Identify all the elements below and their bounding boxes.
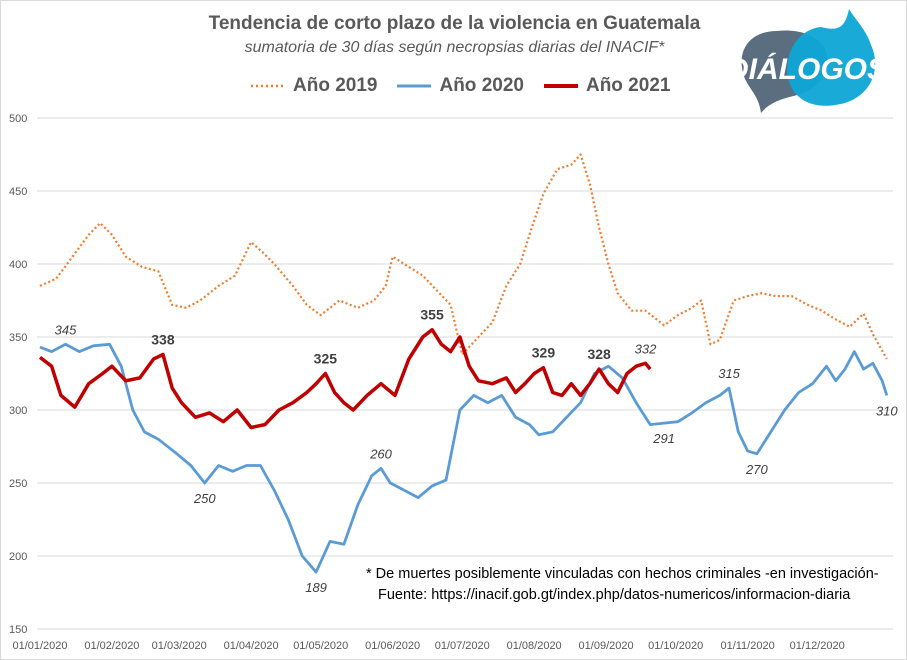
legend-swatch-2020 bbox=[397, 84, 432, 88]
legend-item-2020: Año 2020 bbox=[397, 75, 524, 97]
series-lines bbox=[38, 153, 889, 574]
legend-label: Año 2019 bbox=[293, 75, 378, 96]
data-labels: 345 338 250 325 189 260 355 329 328 332 291 315 270 3… bbox=[55, 307, 899, 595]
footnote: * De muertes posiblemente vinculadas con… bbox=[366, 564, 879, 606]
x-tick-label: 01/07/2020 bbox=[435, 640, 490, 652]
x-tick-label: 01/01/2020 bbox=[12, 640, 67, 652]
data-label: 328 bbox=[587, 346, 611, 362]
source-text: Fuente: https://inacif.gob.gt/index.php/… bbox=[378, 587, 851, 603]
x-tick-label: 01/03/2020 bbox=[152, 640, 207, 652]
data-label: 310 bbox=[876, 403, 898, 418]
y-tick-label: 500 bbox=[9, 113, 27, 125]
series-line-año-2021 bbox=[38, 327, 652, 430]
svg-text:DIÁLOGOS: DIÁLOGOS bbox=[727, 52, 887, 86]
data-label: 270 bbox=[745, 462, 768, 477]
footnote-text: * De muertes posiblemente vinculadas con… bbox=[366, 566, 879, 582]
y-tick-label: 200 bbox=[9, 551, 27, 563]
legend-label: Año 2020 bbox=[439, 75, 524, 96]
dialogos-logo: DIÁLOGOS bbox=[727, 9, 887, 113]
y-tick-label: 400 bbox=[9, 259, 27, 271]
x-tick-label: 01/08/2020 bbox=[507, 640, 562, 652]
series-line-año-2020 bbox=[39, 342, 889, 574]
data-label: 338 bbox=[151, 332, 175, 348]
legend-label: Año 2021 bbox=[585, 75, 671, 96]
data-label: 329 bbox=[532, 345, 556, 361]
y-tick-label: 150 bbox=[9, 624, 27, 636]
data-label: 260 bbox=[369, 446, 392, 461]
x-tick-label: 01/12/2020 bbox=[790, 640, 845, 652]
data-label: 250 bbox=[193, 491, 216, 506]
data-label: 291 bbox=[652, 431, 675, 446]
data-label: 325 bbox=[314, 351, 338, 367]
x-tick-label: 01/09/2020 bbox=[579, 640, 634, 652]
data-label: 345 bbox=[55, 322, 77, 337]
data-label: 189 bbox=[305, 580, 327, 595]
y-axis-ticks: 500 450 400 350 300 250 200 150 bbox=[9, 113, 27, 636]
y-tick-label: 250 bbox=[9, 478, 27, 490]
y-tick-label: 450 bbox=[9, 186, 27, 198]
x-tick-label: 01/02/2020 bbox=[84, 640, 139, 652]
y-tick-label: 300 bbox=[9, 405, 27, 417]
data-label: 315 bbox=[718, 366, 740, 381]
x-tick-label: 01/11/2020 bbox=[720, 640, 774, 652]
legend-item-2019: Año 2019 bbox=[251, 75, 377, 97]
chart-subtitle: sumatoria de 30 días según necropsias di… bbox=[244, 39, 665, 56]
data-label: 355 bbox=[420, 307, 444, 323]
x-tick-label: 01/10/2020 bbox=[648, 640, 703, 652]
x-tick-label: 01/05/2020 bbox=[293, 640, 348, 652]
series-line-año-2019 bbox=[39, 153, 888, 360]
legend: Año 2019 Año 2020 Año 2021 bbox=[251, 75, 670, 97]
x-tick-label: 01/06/2020 bbox=[365, 640, 420, 652]
data-label: 332 bbox=[635, 341, 657, 356]
gridlines bbox=[37, 117, 893, 630]
legend-swatch-2021 bbox=[543, 84, 578, 88]
x-axis-ticks: 01/01/2020 01/02/2020 01/03/2020 01/04/2020… bbox=[12, 640, 844, 652]
y-tick-label: 350 bbox=[9, 332, 27, 344]
legend-item-2021: Año 2021 bbox=[543, 75, 671, 97]
x-tick-label: 01/04/2020 bbox=[224, 640, 279, 652]
chart-title: Tendencia de corto plazo de la violencia… bbox=[208, 13, 701, 34]
legend-swatch-2019 bbox=[251, 84, 285, 88]
